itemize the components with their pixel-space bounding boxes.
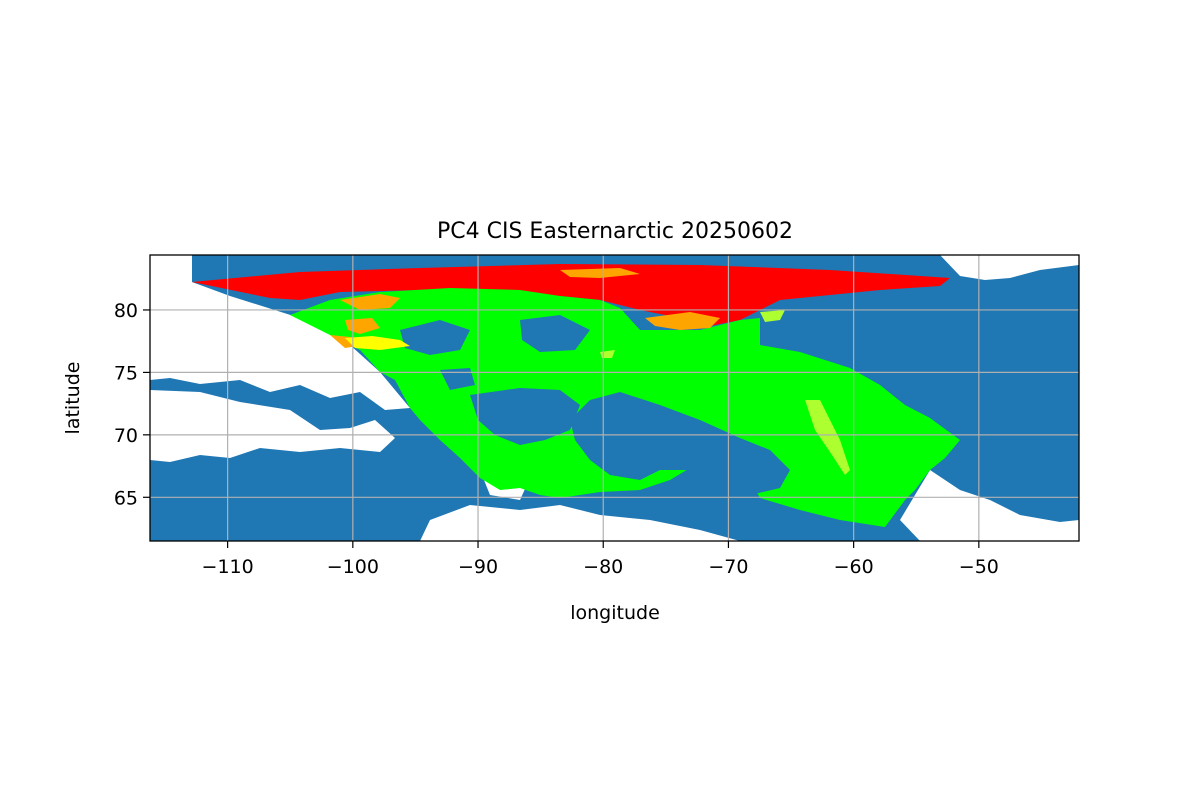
y-tick-label: 65: [114, 487, 138, 509]
x-tick-label: −60: [834, 556, 874, 578]
x-tick-label: −50: [959, 556, 999, 578]
ice-yellowgreen-strip: [805, 400, 850, 475]
x-axis: −110 −100 −90 −80 −70 −60 −50: [202, 541, 999, 578]
water-channel-b: [150, 418, 230, 436]
ice-orange-east: [645, 312, 720, 330]
y-tick-label: 80: [114, 300, 138, 322]
x-tick-label: −90: [458, 556, 498, 578]
x-tick-label: −70: [708, 556, 748, 578]
water-channel-a: [150, 372, 410, 410]
map-title: PC4 CIS Easternarctic 20250602: [437, 219, 793, 244]
land-central-island: [470, 388, 580, 445]
water-greenland-coast-bottom: [900, 470, 1079, 541]
ice-orange-layer: [330, 268, 720, 348]
x-tick-label: −80: [583, 556, 623, 578]
map-area: [150, 255, 1079, 541]
y-tick-label: 70: [114, 425, 138, 447]
water-western-channels: [150, 390, 395, 462]
water-beaufort-region: [150, 255, 380, 372]
x-tick-label: −100: [327, 556, 379, 578]
grid-lines: [150, 255, 1079, 541]
ice-yellow-patch: [345, 336, 410, 350]
ice-red-band: [192, 264, 950, 328]
land-island-small: [440, 368, 475, 390]
x-tick-label: −110: [202, 556, 254, 578]
water-greenland-coast-top: [940, 255, 1079, 280]
land-island-north: [400, 320, 470, 355]
y-tick-label: 75: [114, 362, 138, 384]
water-hudson-strait: [420, 505, 740, 541]
y-axis-label: latitude: [62, 362, 84, 435]
y-axis: 65 70 75 80: [114, 300, 150, 509]
ice-orange-north: [560, 268, 640, 278]
ice-orange-west: [340, 294, 400, 310]
x-axis-label: longitude: [570, 602, 660, 624]
land-baffin-island: [570, 392, 790, 495]
land-island-east: [520, 315, 590, 352]
axes-frame: [149, 254, 1080, 542]
ice-orange-west2: [345, 318, 380, 334]
land-islands: [400, 315, 790, 495]
ice-yellowgreen-north: [760, 310, 785, 322]
